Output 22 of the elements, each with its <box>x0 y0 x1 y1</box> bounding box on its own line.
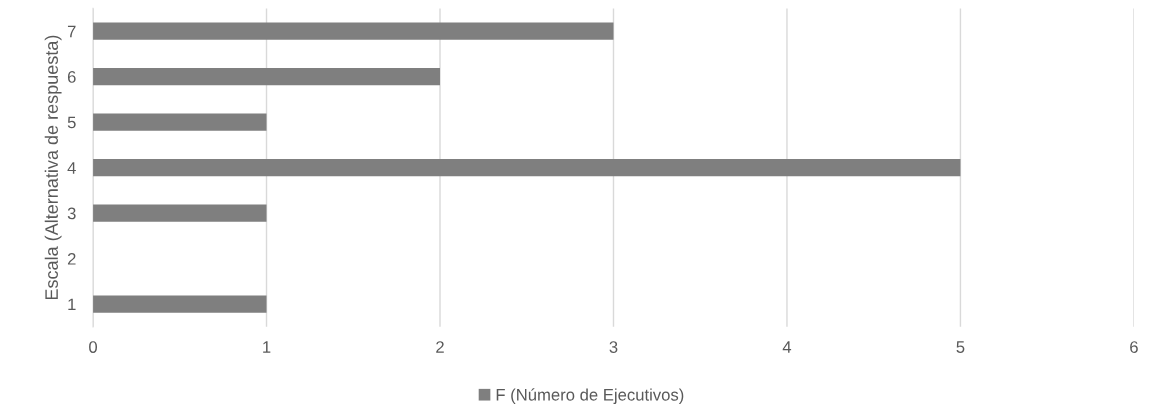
y-tick-label: 7 <box>67 25 76 38</box>
bar <box>93 158 961 177</box>
bar <box>93 67 440 86</box>
y-tick-label: 5 <box>67 116 76 129</box>
x-tick-label: 2 <box>436 341 444 353</box>
bar <box>93 295 267 313</box>
legend-label: F (Número de Ejecutivos) <box>496 388 684 404</box>
bar <box>93 22 614 40</box>
x-tick-label: 4 <box>782 341 792 353</box>
y-tick-label: 4 <box>67 162 76 174</box>
y-tick-label: 3 <box>67 207 76 220</box>
y-tick-label: 1 <box>68 298 76 311</box>
bar <box>93 113 267 131</box>
y-axis-title: Escala (Alternativa de respuesta) <box>44 35 62 300</box>
x-tick-label: 5 <box>956 341 965 353</box>
y-tick-label: 2 <box>67 252 76 265</box>
bar <box>93 204 267 222</box>
x-tick-label: 0 <box>89 341 98 353</box>
x-tick-label: 6 <box>1130 341 1138 353</box>
y-tick-label: 6 <box>67 71 76 83</box>
x-tick-label: 1 <box>263 341 271 353</box>
x-tick-label: 3 <box>609 341 618 353</box>
